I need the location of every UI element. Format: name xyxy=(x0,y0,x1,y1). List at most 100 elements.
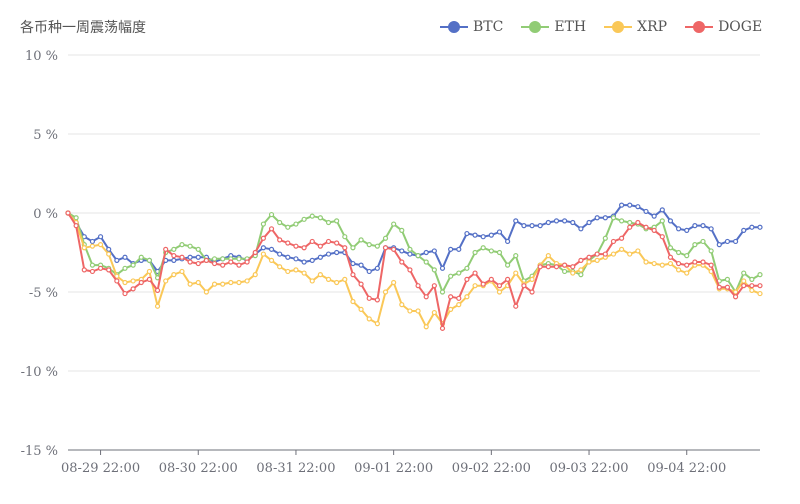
data-point-doge xyxy=(700,259,706,265)
data-point-doge xyxy=(277,237,283,243)
data-point-eth xyxy=(301,216,307,222)
legend-label-btc: BTC xyxy=(473,19,504,35)
data-point-eth xyxy=(325,219,332,226)
data-point-doge xyxy=(399,259,405,265)
data-point-doge xyxy=(456,295,462,301)
data-point-xrp xyxy=(81,245,87,251)
data-point-btc xyxy=(277,251,283,257)
data-point-btc xyxy=(545,219,551,226)
data-point-doge xyxy=(749,283,755,289)
data-point-doge xyxy=(130,286,136,292)
data-point-eth xyxy=(391,221,397,227)
data-point-xrp xyxy=(399,302,405,308)
data-point-xrp xyxy=(342,276,348,282)
data-point-doge xyxy=(610,238,617,245)
data-point-doge xyxy=(667,254,674,260)
data-point-xrp xyxy=(163,278,169,284)
legend-item-doge[interactable]: DOGE xyxy=(685,19,762,35)
data-point-btc xyxy=(635,204,641,210)
data-point-xrp xyxy=(431,309,437,316)
data-point-btc xyxy=(350,260,356,267)
data-point-doge xyxy=(627,224,633,230)
data-point-eth xyxy=(749,276,755,282)
data-point-eth xyxy=(708,248,714,254)
data-point-doge xyxy=(439,325,446,331)
data-point-eth xyxy=(342,234,348,240)
data-point-eth xyxy=(464,265,470,271)
legend-swatch-xrp xyxy=(604,20,633,34)
legend-label-eth: ETH xyxy=(554,19,587,35)
data-point-xrp xyxy=(586,259,592,265)
y-tick-label: -15 % xyxy=(21,444,58,459)
data-point-btc xyxy=(293,256,299,262)
data-point-doge xyxy=(366,295,372,301)
data-point-doge xyxy=(350,272,356,278)
data-point-xrp xyxy=(472,283,478,289)
legend-swatch-doge xyxy=(685,20,714,34)
data-point-btc xyxy=(480,234,486,240)
legend-marker xyxy=(448,21,460,33)
data-point-doge xyxy=(521,283,527,289)
data-point-xrp xyxy=(448,306,454,312)
data-point-eth xyxy=(692,242,698,248)
legend-item-eth[interactable]: ETH xyxy=(521,19,586,35)
data-point-xrp xyxy=(423,324,429,330)
data-point-doge xyxy=(179,254,185,260)
data-point-eth xyxy=(757,272,763,278)
data-point-doge xyxy=(146,276,153,282)
data-point-btc xyxy=(627,202,633,208)
data-point-eth xyxy=(578,272,584,278)
data-point-btc xyxy=(89,238,96,245)
data-point-xrp xyxy=(684,270,690,276)
y-tick-label: 0 % xyxy=(33,207,58,222)
x-tick-label: 09-04 22:00 xyxy=(647,461,726,476)
data-point-btc xyxy=(529,223,535,229)
legend-item-xrp[interactable]: XRP xyxy=(604,19,667,35)
data-point-doge xyxy=(382,245,389,251)
legend-label-xrp: XRP xyxy=(637,19,668,35)
data-point-doge xyxy=(472,270,478,276)
data-point-btc xyxy=(187,254,193,260)
data-point-doge xyxy=(496,283,503,289)
data-point-doge xyxy=(391,246,397,252)
data-point-doge xyxy=(293,243,299,249)
data-point-btc xyxy=(586,219,592,226)
data-point-doge xyxy=(716,284,722,290)
data-point-xrp xyxy=(187,281,193,287)
data-point-eth xyxy=(488,248,494,254)
data-point-doge xyxy=(684,262,690,268)
data-point-btc xyxy=(358,262,364,268)
data-point-eth xyxy=(277,219,283,226)
data-point-doge xyxy=(203,257,209,263)
data-point-eth xyxy=(480,245,486,251)
data-point-doge xyxy=(358,281,364,287)
data-point-xrp xyxy=(154,303,161,309)
data-point-btc xyxy=(366,268,372,275)
y-tick-label: -5 % xyxy=(29,286,58,301)
x-tick-label: 08-29 22:00 xyxy=(61,461,140,476)
data-point-xrp xyxy=(496,289,503,295)
data-point-xrp xyxy=(667,260,674,267)
data-point-doge xyxy=(692,259,698,265)
data-point-eth xyxy=(684,253,690,259)
data-point-btc xyxy=(496,229,503,235)
data-point-eth xyxy=(146,257,153,263)
data-point-doge xyxy=(448,294,454,300)
data-point-doge xyxy=(488,276,494,282)
data-point-eth xyxy=(627,219,633,226)
data-point-doge xyxy=(537,264,543,270)
data-point-btc xyxy=(423,249,429,256)
data-point-doge xyxy=(342,245,348,251)
data-point-xrp xyxy=(456,302,462,308)
data-point-eth xyxy=(73,215,79,221)
data-point-xrp xyxy=(301,270,307,276)
data-point-eth xyxy=(513,253,519,259)
data-point-btc xyxy=(692,223,698,229)
data-point-xrp xyxy=(106,251,112,257)
data-point-doge xyxy=(211,260,218,267)
legend-item-btc[interactable]: BTC xyxy=(440,19,503,35)
data-point-doge xyxy=(757,283,763,289)
y-tick-label: 10 % xyxy=(25,49,58,64)
data-point-btc xyxy=(732,238,739,245)
